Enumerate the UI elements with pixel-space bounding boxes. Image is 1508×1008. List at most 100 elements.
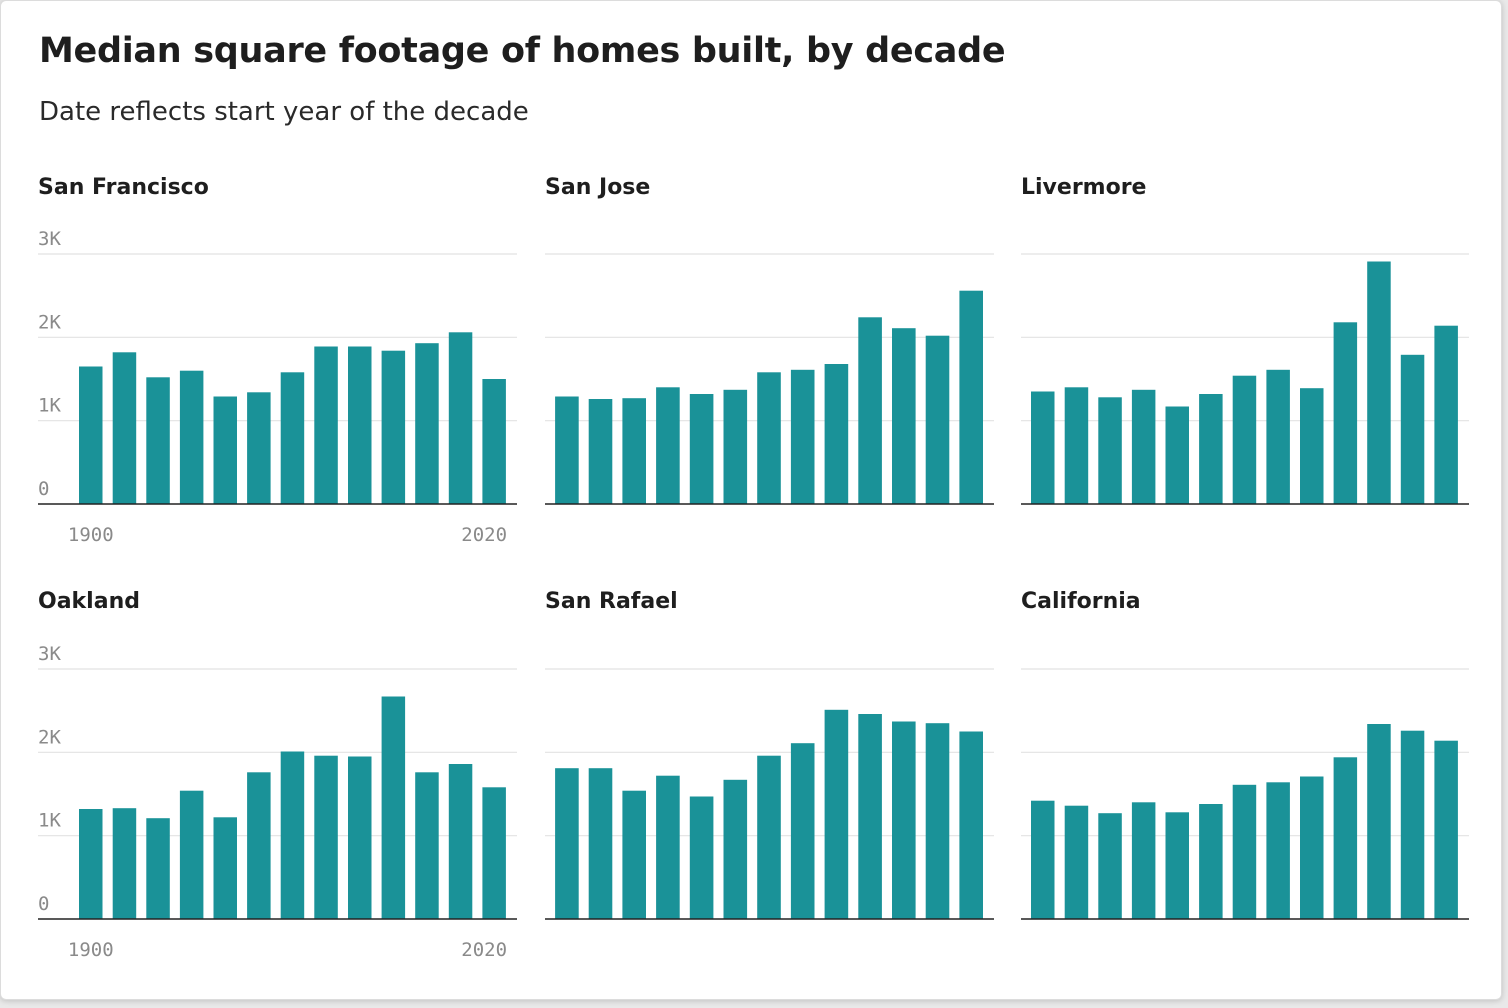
bar-1940 — [1165, 812, 1189, 919]
y-tick-label: 1K — [38, 810, 61, 832]
bar-1920 — [146, 377, 170, 504]
bar-1970 — [314, 755, 338, 919]
bar-2000 — [892, 721, 916, 919]
bar-1930 — [1131, 802, 1156, 919]
bar-1990 — [858, 317, 882, 504]
bar-2010 — [448, 764, 473, 919]
bar-2010 — [925, 335, 950, 504]
chart-panel-livermore: Livermore — [1021, 175, 1469, 505]
x-tick-label: 2020 — [461, 939, 507, 961]
bar-1980 — [348, 756, 372, 919]
bar-2020 — [1434, 740, 1458, 919]
bar-1940 — [1165, 406, 1189, 504]
panel-title: Oakland — [38, 589, 140, 614]
bar-1980 — [824, 709, 849, 919]
bar-1930 — [179, 790, 204, 919]
bar-2020 — [482, 787, 506, 919]
bar-1950 — [247, 772, 271, 919]
chart-panel-san-rafael: San Rafael — [545, 589, 994, 920]
bar-1930 — [179, 370, 204, 504]
bar-1900 — [79, 366, 103, 504]
bar-1900 — [1031, 800, 1055, 919]
bar-2010 — [925, 723, 950, 919]
bar-1980 — [1300, 388, 1324, 504]
bar-1960 — [757, 372, 781, 504]
bar-1910 — [588, 399, 613, 504]
panel-title: Livermore — [1021, 175, 1146, 200]
y-tick-label: 3K — [38, 643, 61, 665]
y-tick-label: 3K — [38, 228, 61, 250]
bar-1900 — [555, 768, 579, 919]
bar-1950 — [723, 779, 748, 919]
bar-1960 — [280, 751, 305, 919]
bar-1920 — [1098, 397, 1122, 504]
bar-1930 — [656, 775, 680, 919]
bar-1940 — [689, 796, 714, 919]
bar-1980 — [348, 346, 372, 504]
panel-title: California — [1021, 589, 1141, 614]
bar-2000 — [415, 343, 439, 504]
bar-1940 — [689, 394, 714, 504]
bar-1910 — [112, 352, 137, 504]
bar-1970 — [790, 743, 815, 919]
bar-1990 — [858, 714, 882, 919]
chart-panel-california: California — [1021, 589, 1469, 920]
bar-1950 — [1199, 394, 1223, 504]
chart-title: Median square footage of homes built, by… — [39, 31, 1006, 71]
panel-title: San Rafael — [545, 589, 678, 614]
bar-1970 — [314, 346, 338, 504]
bar-1910 — [1064, 387, 1089, 504]
bar-1970 — [790, 369, 815, 504]
bar-1950 — [247, 392, 271, 504]
bar-1940 — [213, 396, 237, 504]
bar-1910 — [588, 768, 613, 919]
bar-1950 — [1199, 804, 1223, 919]
bar-1920 — [622, 398, 646, 504]
bar-1910 — [1064, 805, 1089, 919]
y-tick-label: 1K — [38, 395, 61, 417]
bar-1970 — [1266, 782, 1290, 919]
bar-1920 — [622, 790, 646, 919]
chart-panel-san-jose: San Jose — [545, 175, 994, 505]
chart-panel-oakland: Oakland 0 1K 2K 3K 1900 2020 — [38, 589, 517, 961]
y-tick-label: 2K — [38, 726, 61, 748]
bar-2020 — [482, 379, 506, 504]
bar-1910 — [112, 808, 137, 919]
bar-1990 — [381, 350, 406, 504]
bar-1930 — [1131, 389, 1156, 504]
bar-1980 — [824, 364, 849, 504]
bar-2000 — [1367, 724, 1391, 919]
bar-1980 — [1300, 776, 1324, 919]
bar-1920 — [146, 818, 170, 919]
bar-1930 — [656, 387, 680, 504]
bar-2020 — [959, 290, 983, 504]
bar-1960 — [757, 755, 781, 919]
bar-1960 — [1232, 375, 1257, 504]
x-tick-label: 1900 — [68, 524, 114, 546]
bar-1900 — [1031, 391, 1055, 504]
bar-1920 — [1098, 813, 1122, 919]
bar-2000 — [892, 328, 916, 504]
bar-1950 — [723, 389, 748, 504]
y-tick-label: 0 — [38, 478, 49, 500]
x-tick-label: 1900 — [68, 939, 114, 961]
bar-2000 — [1367, 261, 1391, 504]
bar-1990 — [1333, 757, 1358, 919]
bar-2020 — [1434, 325, 1458, 504]
bar-1960 — [280, 372, 305, 504]
chart-subtitle: Date reflects start year of the decade — [39, 97, 529, 127]
bar-2010 — [1400, 354, 1425, 504]
y-tick-label: 2K — [38, 311, 61, 333]
chart-panel-san-francisco: San Francisco 0 1K 2K 3K 1900 2020 — [38, 175, 517, 546]
bar-1970 — [1266, 369, 1290, 504]
bar-1900 — [555, 396, 579, 504]
y-tick-label: 0 — [38, 893, 49, 915]
bar-1940 — [213, 817, 237, 919]
bar-2010 — [448, 332, 473, 504]
bar-2010 — [1400, 730, 1425, 919]
bar-1990 — [1333, 322, 1358, 504]
panel-title: San Jose — [545, 175, 650, 200]
bar-2020 — [959, 731, 983, 919]
bar-1960 — [1232, 784, 1257, 919]
